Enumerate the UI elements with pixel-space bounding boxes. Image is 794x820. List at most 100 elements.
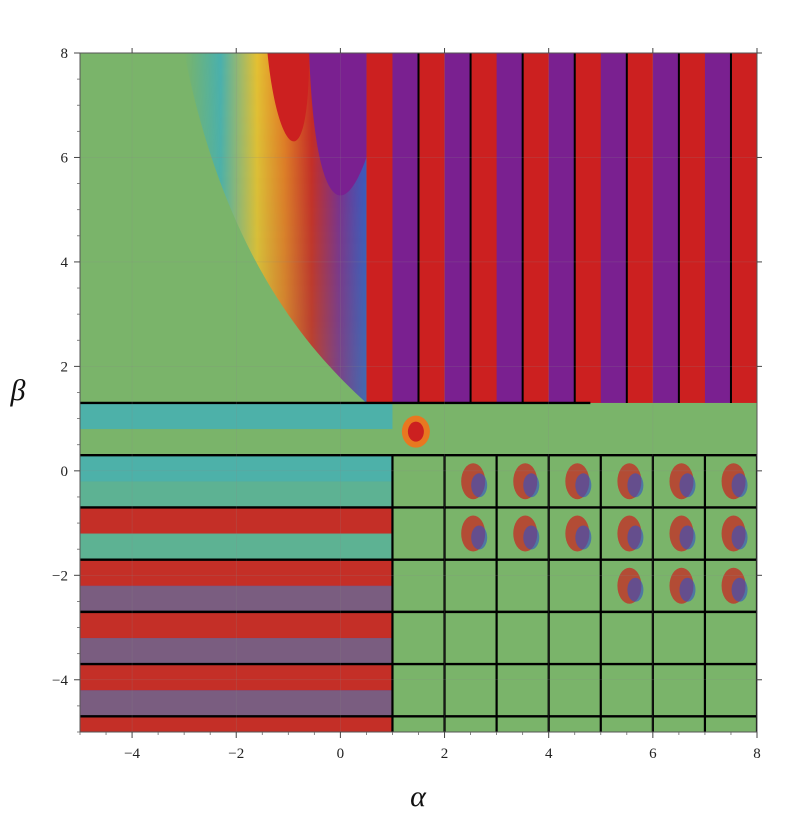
plot-area [80,53,757,732]
cell-blob [731,473,748,498]
horizontal-band [80,402,393,430]
unit-cell [704,611,757,665]
cell-blob [679,473,696,498]
y-tick-label: 6 [61,150,69,166]
cell-blob [627,525,644,550]
unit-cell [392,611,445,665]
horizontal-band [80,507,393,535]
band-shade [80,429,393,456]
unit-cell [548,611,601,665]
cell-blob [523,473,540,498]
unit-cell [392,559,445,612]
horizontal-band [80,455,393,482]
grid-lines [80,53,757,732]
horizontal-band [80,690,393,717]
unit-cell [600,611,653,665]
vertical-band [444,53,472,403]
cell-blob [731,577,748,602]
unit-cell [444,716,497,732]
cell-blob [627,473,644,498]
cell-blob [575,525,592,550]
unit-cell [548,559,601,612]
unit-cell [392,716,445,732]
unit-cell [652,611,705,665]
singular-lines [80,53,757,732]
cell-blob [679,577,696,602]
x-axis-ticks: −4 −2 0 2 4 6 8 [79,48,761,762]
y-axis-title: β [10,374,26,407]
cell-blob [523,525,540,550]
x-tick-label: 0 [337,746,345,762]
unit-cell [704,664,757,717]
horizontal-band [80,585,393,613]
x-tick-label: 6 [649,746,657,762]
unit-cell [652,664,705,717]
vertical-band [678,53,706,403]
vertical-band [652,53,680,403]
cell-blob [731,525,748,550]
unit-cell [496,611,549,665]
unit-cell [652,716,705,732]
vertical-band [470,53,498,403]
cell-blob [627,577,644,602]
horizontal-band [80,611,393,639]
unit-cell [444,664,497,717]
vertical-band [730,53,757,403]
x-axis-title: α [410,780,427,813]
band-shade [80,533,393,560]
band-shade [80,481,393,508]
cell-blob [471,473,488,498]
x-tick-label: 4 [545,746,553,762]
unit-cell [444,611,497,665]
unit-cell [704,716,757,732]
y-tick-label: 0 [61,464,69,480]
unit-cell [548,664,601,717]
unit-cell [496,559,549,612]
horizontal-band [80,533,393,561]
y-tick-label: −4 [52,673,68,689]
cell-blob [575,473,592,498]
horizontal-band [80,481,393,509]
horizontal-band [80,637,393,665]
y-tick-label: −2 [52,568,68,584]
unit-cell [496,664,549,717]
plume-peak [267,53,310,142]
band-shade [80,637,393,665]
unit-cell [548,716,601,732]
y-tick-label: 8 [61,46,69,62]
x-tick-label: 8 [753,746,761,762]
vertical-band [366,53,394,403]
vertical-band [392,53,420,403]
vertical-band [548,53,576,403]
x-tick-label: −4 [124,746,140,762]
x-tick-label: 2 [441,746,449,762]
vertical-band [496,53,524,403]
horizontal-band [80,664,393,691]
y-axis-ticks: −4 −2 0 2 4 6 8 [52,46,762,733]
horizontal-band [80,559,393,587]
cell-layer [392,415,757,732]
hot-spot-core [407,421,424,442]
unit-cell [392,455,445,508]
unit-cell [392,507,445,560]
band-shade [80,690,393,717]
stripe-layer [80,53,757,732]
unit-cell [444,559,497,612]
vertical-band [704,53,732,403]
unit-cell [392,664,445,717]
unit-cell [600,664,653,717]
vertical-band [626,53,654,403]
cell-blob [471,525,488,550]
unit-cell [496,716,549,732]
y-tick-label: 4 [61,255,69,271]
band-shade [80,585,393,612]
plume-purple [309,53,367,196]
vertical-band [600,53,628,403]
horizontal-band [80,429,393,456]
vertical-band [418,53,446,403]
horizontal-band [80,716,393,732]
unit-cell [600,716,653,732]
vertical-band [574,53,602,403]
vertical-band [522,53,550,403]
